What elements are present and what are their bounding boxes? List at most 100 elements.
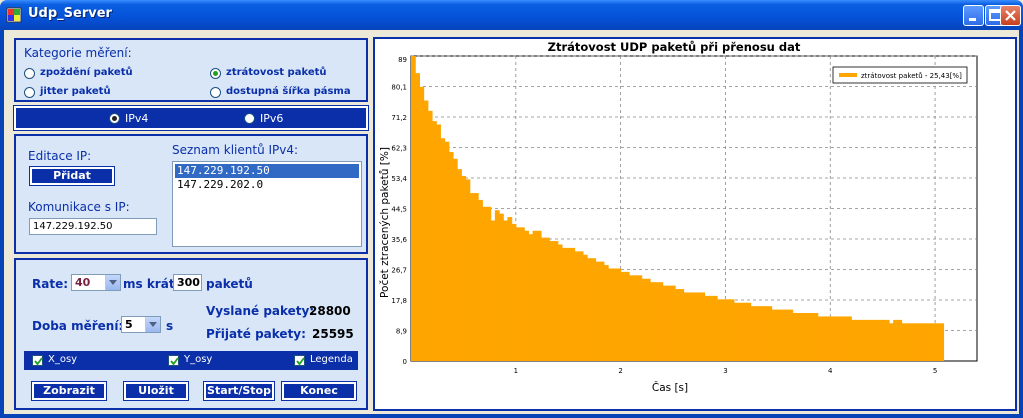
chart-bar bbox=[666, 285, 672, 361]
chart-bar bbox=[494, 210, 500, 361]
y-tick-label: 71,2 bbox=[391, 114, 407, 122]
legend-entry: ztrátovost paketů - 25,43[%] bbox=[861, 72, 962, 80]
x-tick-label: 4 bbox=[828, 367, 833, 375]
chart-bar bbox=[658, 282, 664, 361]
chart-bar bbox=[411, 56, 416, 361]
chart-bar bbox=[742, 302, 748, 361]
sent-label: Vyslané pakety: bbox=[206, 304, 315, 318]
chart-bar bbox=[721, 299, 727, 361]
duration-select[interactable]: 5 bbox=[121, 316, 161, 333]
chart-bar bbox=[876, 319, 882, 361]
ip-panel: Editace IP: Přidat Komunikace s IP: 147.… bbox=[14, 134, 368, 254]
y-tick-label: 53,4 bbox=[391, 175, 407, 183]
chart-bar bbox=[499, 213, 504, 361]
chart-bar bbox=[654, 282, 659, 361]
chart-bar bbox=[444, 141, 450, 361]
chart-bar bbox=[532, 230, 538, 361]
chart-bar bbox=[939, 323, 945, 361]
chart-bar bbox=[637, 275, 643, 361]
client-list[interactable]: 147.229.192.50 147.229.202.0 bbox=[172, 161, 362, 247]
chart-bar bbox=[486, 206, 492, 361]
axis-options-strip: X_osy Y_osy Legenda bbox=[24, 351, 358, 370]
count-input[interactable]: 300 bbox=[173, 274, 202, 291]
yaxis-label: Y_osy bbox=[184, 354, 213, 365]
chart-bar bbox=[784, 309, 789, 361]
chart-bar bbox=[457, 169, 462, 361]
chart-bar bbox=[520, 227, 525, 361]
radio-loss[interactable] bbox=[210, 68, 221, 79]
chart-bar bbox=[754, 306, 760, 361]
chart-bar bbox=[813, 313, 819, 361]
startstop-button[interactable]: Start/Stop bbox=[203, 381, 275, 401]
chevron-down-icon[interactable] bbox=[145, 317, 160, 332]
rate-select[interactable]: 40 bbox=[71, 274, 121, 291]
comm-ip-heading: Komunikace s IP: bbox=[28, 200, 130, 214]
chart-bar bbox=[419, 86, 425, 361]
chart-bar bbox=[591, 258, 597, 361]
check-icon bbox=[34, 357, 43, 366]
radio-delay[interactable] bbox=[24, 68, 35, 79]
chart-bar bbox=[855, 319, 861, 361]
chart-bar bbox=[566, 247, 571, 361]
chart-panel: Ztrátovost UDP paketů při přenosu dat 0 8,… bbox=[373, 37, 1017, 411]
chart-bar bbox=[511, 223, 517, 361]
show-button[interactable]: Zobrazit bbox=[31, 381, 107, 401]
legend-checkbox[interactable] bbox=[294, 355, 305, 366]
client-list-item[interactable]: 147.229.192.50 bbox=[175, 164, 359, 178]
chart-bar bbox=[540, 237, 546, 361]
received-label: Přijaté pakety: bbox=[206, 327, 306, 341]
chart-bar bbox=[595, 261, 601, 361]
minimize-button[interactable] bbox=[963, 5, 984, 26]
chart-bar bbox=[725, 299, 731, 361]
chart-bar bbox=[867, 319, 873, 361]
chart-bar bbox=[897, 319, 903, 361]
x-tick-label: 2 bbox=[618, 367, 622, 375]
chart-bar bbox=[478, 199, 483, 361]
close-icon bbox=[1005, 10, 1016, 21]
chart-bar bbox=[507, 217, 513, 361]
chevron-down-icon[interactable] bbox=[105, 275, 120, 290]
chart-bar bbox=[838, 316, 844, 361]
legend-box bbox=[832, 66, 968, 84]
chart-bar bbox=[431, 121, 437, 361]
save-button[interactable]: Uložit bbox=[123, 381, 189, 401]
comm-ip-input[interactable]: 147.229.192.50 bbox=[29, 218, 157, 235]
rate-select-value: 40 bbox=[75, 276, 91, 289]
category-panel: Kategorie měření: zpoždění paketů ztráto… bbox=[14, 38, 368, 102]
end-button[interactable]: Konec bbox=[281, 381, 357, 401]
chart-bar bbox=[763, 306, 768, 361]
chart-bar bbox=[503, 220, 509, 361]
chart-bar bbox=[473, 193, 479, 361]
chart-bar bbox=[700, 292, 706, 361]
chart-bar bbox=[738, 302, 743, 361]
chart-bar bbox=[582, 254, 588, 361]
chart-bar bbox=[612, 268, 618, 361]
rate-panel: Rate: 40 ms krát 300 paketů Vyslané pake… bbox=[14, 258, 368, 410]
yaxis-checkbox[interactable] bbox=[168, 355, 179, 366]
add-ip-button[interactable]: Přidat bbox=[29, 166, 115, 186]
radio-ipv4[interactable] bbox=[109, 113, 120, 124]
app-icon bbox=[6, 7, 22, 23]
radio-ipv6[interactable] bbox=[244, 113, 255, 124]
chart-bar bbox=[914, 323, 919, 361]
y-axis-label: Počet ztracených paketů [%] bbox=[379, 147, 391, 298]
chart-bar bbox=[620, 271, 626, 361]
duration-select-value: 5 bbox=[125, 318, 133, 331]
xaxis-checkbox[interactable] bbox=[32, 355, 43, 366]
client-list-heading: Seznam klientů IPv4: bbox=[172, 143, 299, 157]
chart-bar bbox=[872, 319, 877, 361]
close-button[interactable] bbox=[1000, 5, 1021, 26]
radio-jitter[interactable] bbox=[24, 87, 35, 98]
chart-bar bbox=[633, 275, 638, 361]
client-list-item[interactable]: 147.229.202.0 bbox=[177, 178, 264, 191]
edit-ip-heading: Editace IP: bbox=[28, 149, 92, 163]
chart-bar bbox=[893, 319, 898, 361]
chart-bar bbox=[691, 292, 697, 361]
duration-label: Doba měření: bbox=[32, 319, 124, 333]
chart-bar bbox=[427, 110, 433, 362]
chart-bar bbox=[930, 323, 936, 361]
chart-bar bbox=[817, 316, 823, 361]
chart-bar bbox=[800, 313, 806, 361]
radio-bandwidth[interactable] bbox=[210, 87, 221, 98]
chart-bar bbox=[796, 313, 802, 361]
